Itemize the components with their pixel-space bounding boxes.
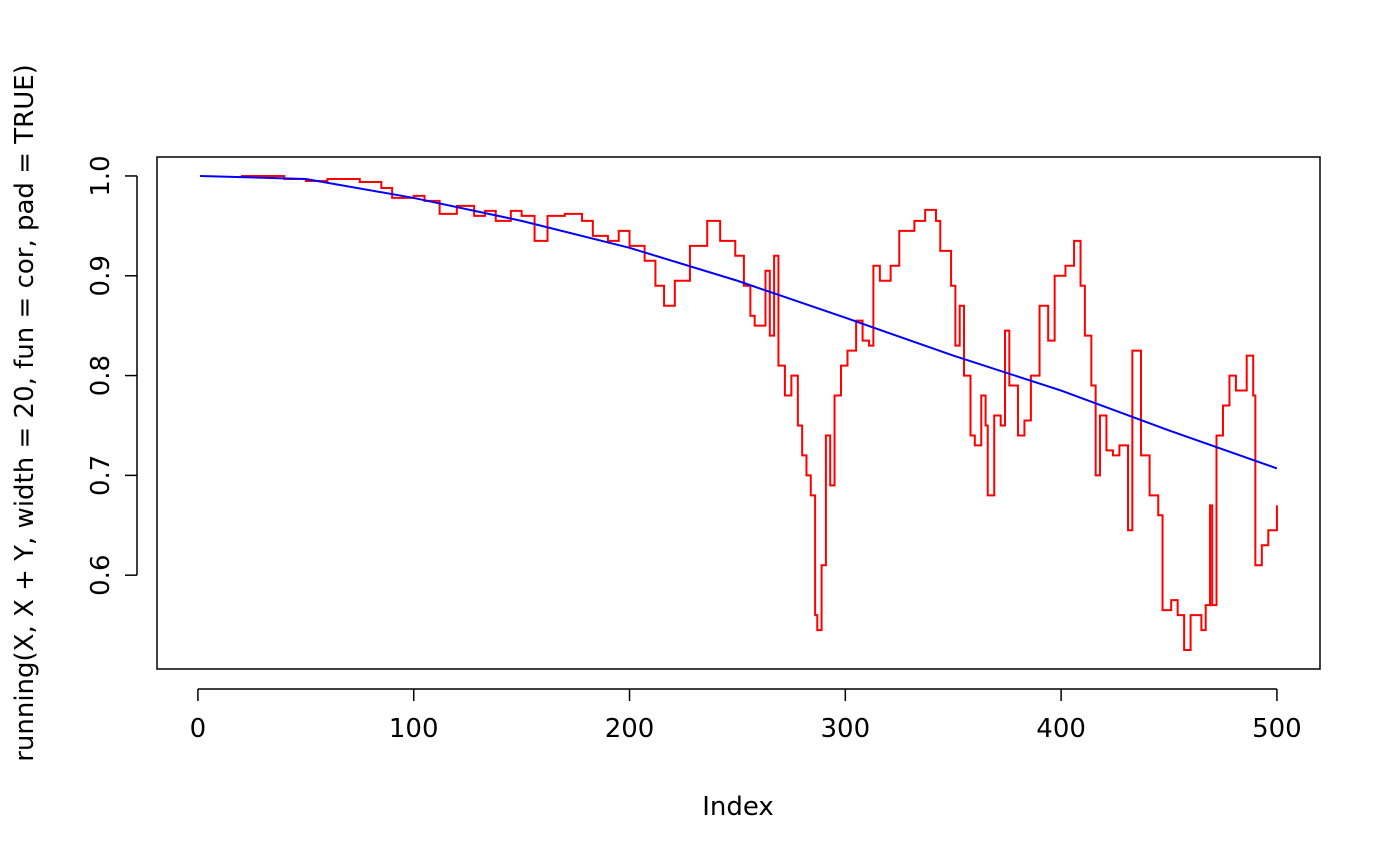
y-tick-label: 1.0 bbox=[86, 155, 116, 196]
y-tick-label: 0.6 bbox=[86, 555, 116, 596]
x-tick-label: 500 bbox=[1252, 714, 1302, 744]
x-tick-label: 100 bbox=[389, 714, 439, 744]
x-axis-label: Index bbox=[702, 792, 774, 822]
data-line bbox=[241, 174, 1278, 652]
y-axis-label: running(X, X + Y, width = 20, fun = cor,… bbox=[10, 64, 40, 762]
y-tick-label: 0.7 bbox=[86, 455, 116, 496]
x-tick-label: 400 bbox=[1036, 714, 1086, 744]
y-tick-label: 0.8 bbox=[86, 355, 116, 396]
y-tick-label: 0.9 bbox=[86, 255, 116, 296]
x-tick-label: 200 bbox=[605, 714, 655, 744]
data-line bbox=[200, 174, 1278, 470]
x-tick-label: 300 bbox=[821, 714, 871, 744]
x-tick-label: 0 bbox=[190, 714, 207, 744]
plot-frame bbox=[156, 156, 1321, 670]
